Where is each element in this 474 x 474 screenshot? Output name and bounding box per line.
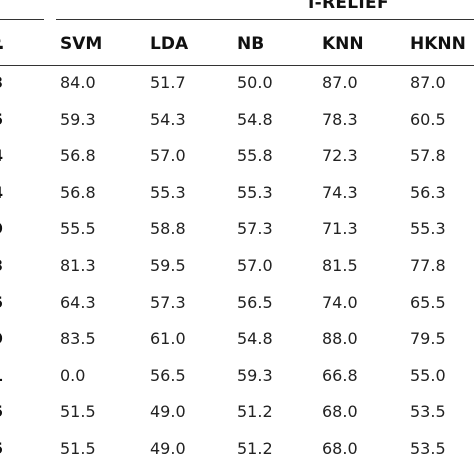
cell-svm: 83.5 xyxy=(60,329,96,349)
cell-svm: 51.5 xyxy=(60,402,96,422)
table-row: 1 0.0 56.5 59.3 66.8 55.0 xyxy=(0,359,474,395)
cell-nb: 55.8 xyxy=(237,146,273,166)
cell-hknn: 53.5 xyxy=(410,439,446,458)
cell-svm: 56.8 xyxy=(60,146,96,166)
row-key-cell: 5 xyxy=(0,439,3,458)
cell-knn: 74.3 xyxy=(322,182,358,202)
cell-knn: 88.0 xyxy=(322,329,358,349)
cell-svm: 56.8 xyxy=(60,182,96,202)
column-header-nb: NB xyxy=(237,34,265,54)
cell-lda: 58.8 xyxy=(150,219,186,239)
cell-lda: 55.3 xyxy=(150,182,186,202)
column-header-knn: KNN xyxy=(322,34,364,54)
row-key-cell: 9 xyxy=(0,219,3,238)
cell-nb: 59.3 xyxy=(237,365,273,385)
cell-hknn: 79.5 xyxy=(410,329,446,349)
cell-svm: 84.0 xyxy=(60,73,96,92)
cell-knn: 66.8 xyxy=(322,365,358,385)
table-row: 4 56.8 57.0 55.8 72.3 57.8 xyxy=(0,139,474,175)
cell-nb: 54.8 xyxy=(237,329,273,349)
cell-nb: 56.5 xyxy=(237,292,273,312)
column-header-first: r. xyxy=(0,34,4,54)
table-row: 3 81.3 59.5 57.0 81.5 77.8 xyxy=(0,249,474,285)
cell-hknn: 56.3 xyxy=(410,182,446,202)
column-header-row: r. SVM LDA NB KNN HKNN xyxy=(0,28,474,64)
row-key-cell: 4 xyxy=(0,183,3,202)
table-row: 5 59.3 54.3 54.8 78.3 60.5 xyxy=(0,103,474,139)
table-row: 9 83.5 61.0 54.8 88.0 79.5 xyxy=(0,322,474,358)
row-key-cell: 4 xyxy=(0,146,3,165)
table-row: 5 51.5 49.0 51.2 68.0 53.5 xyxy=(0,432,474,468)
cell-lda: 49.0 xyxy=(150,439,186,458)
table-row: 9 55.5 58.8 57.3 71.3 55.3 xyxy=(0,212,474,248)
cell-lda: 56.5 xyxy=(150,365,186,385)
cell-svm: 81.3 xyxy=(60,256,96,275)
cell-knn: 71.3 xyxy=(322,219,358,239)
cell-nb: 54.8 xyxy=(237,109,273,129)
cell-hknn: 65.5 xyxy=(410,292,446,312)
cell-lda: 61.0 xyxy=(150,329,186,349)
cell-hknn: 87.0 xyxy=(410,73,446,92)
header-rule xyxy=(0,65,474,66)
cell-nb: 57.3 xyxy=(237,219,273,239)
column-header-svm: SVM xyxy=(60,34,103,54)
cell-hknn: 53.5 xyxy=(410,402,446,422)
cell-hknn: 60.5 xyxy=(410,109,446,129)
cell-svm: 51.5 xyxy=(60,439,96,458)
cell-lda: 54.3 xyxy=(150,109,186,129)
cell-knn: 78.3 xyxy=(322,109,358,129)
table-row: 5 64.3 57.3 56.5 74.0 65.5 xyxy=(0,286,474,322)
cell-nb: 57.0 xyxy=(237,256,273,275)
cell-nb: 51.2 xyxy=(237,439,273,458)
cell-svm: 0.0 xyxy=(60,365,86,385)
cell-knn: 81.5 xyxy=(322,256,358,275)
table-row: 5 51.5 49.0 51.2 68.0 53.5 xyxy=(0,395,474,431)
cell-lda: 57.0 xyxy=(150,146,186,166)
cell-nb: 51.2 xyxy=(237,402,273,422)
cell-knn: 72.3 xyxy=(322,146,358,166)
table-row: 3 84.0 51.7 50.0 87.0 87.0 xyxy=(0,66,474,102)
cell-hknn: 55.0 xyxy=(410,365,446,385)
cell-svm: 59.3 xyxy=(60,109,96,129)
table-row: 4 56.8 55.3 55.3 74.3 56.3 xyxy=(0,176,474,212)
cell-lda: 51.7 xyxy=(150,73,186,92)
cell-hknn: 55.3 xyxy=(410,219,446,239)
row-key-cell: 3 xyxy=(0,256,3,275)
column-header-lda: LDA xyxy=(150,34,189,54)
row-key-cell: 1 xyxy=(0,366,3,385)
cell-knn: 68.0 xyxy=(322,402,358,422)
cell-hknn: 77.8 xyxy=(410,256,446,275)
row-key-cell: 9 xyxy=(0,329,3,348)
row-key-cell: 5 xyxy=(0,402,3,421)
group-header-row: I-RELIEF xyxy=(0,0,474,22)
column-header-hknn: HKNN xyxy=(410,34,466,54)
row-key-cell: 5 xyxy=(0,110,3,129)
cell-lda: 59.5 xyxy=(150,256,186,275)
row-key-cell: 5 xyxy=(0,293,3,312)
cell-hknn: 57.8 xyxy=(410,146,446,166)
group-title-i-relief: I-RELIEF xyxy=(308,0,389,13)
row-key-cell: 3 xyxy=(0,73,3,92)
cell-svm: 55.5 xyxy=(60,219,96,239)
cell-nb: 55.3 xyxy=(237,182,273,202)
cell-nb: 50.0 xyxy=(237,73,273,92)
cell-knn: 68.0 xyxy=(322,439,358,458)
top-rule-left xyxy=(0,19,44,20)
cell-lda: 57.3 xyxy=(150,292,186,312)
cell-knn: 74.0 xyxy=(322,292,358,312)
cell-lda: 49.0 xyxy=(150,402,186,422)
top-rule-right xyxy=(56,19,474,20)
cell-knn: 87.0 xyxy=(322,73,358,92)
cell-svm: 64.3 xyxy=(60,292,96,312)
